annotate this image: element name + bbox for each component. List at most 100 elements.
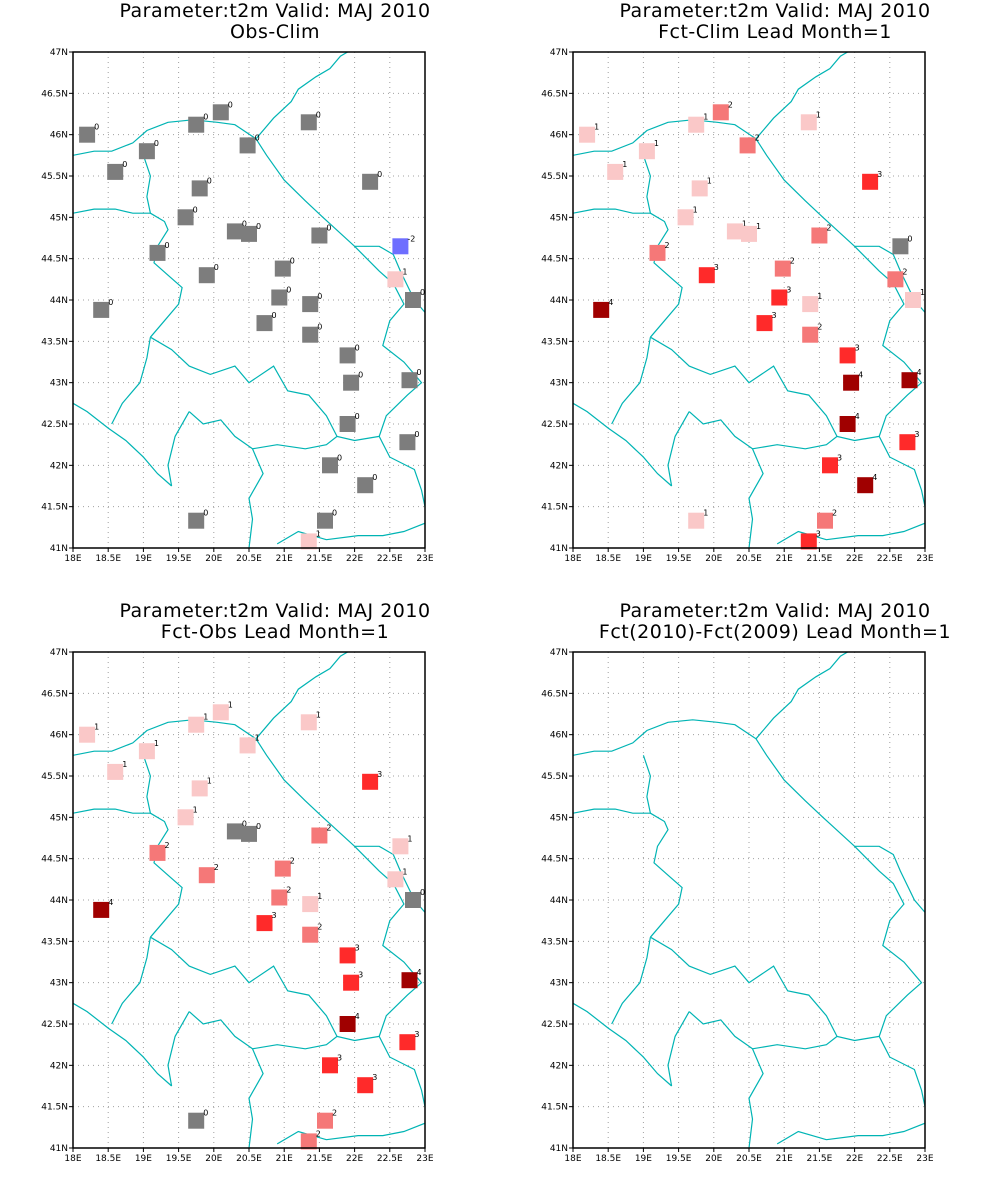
- country-border-line: [276, 522, 425, 545]
- station-marker: [392, 238, 409, 255]
- station-value-label: 3: [358, 971, 363, 980]
- station-marker: [188, 716, 205, 733]
- station-value-label: 4: [872, 473, 877, 482]
- station-marker: [357, 1077, 374, 1094]
- station-marker: [198, 867, 215, 884]
- x-tick-label: 21E: [276, 554, 293, 564]
- station-marker: [387, 271, 404, 288]
- station-value-label: 1: [703, 509, 708, 518]
- station-value-label: 1: [94, 723, 99, 732]
- station-marker: [322, 457, 338, 474]
- station-value-label: 0: [420, 888, 425, 897]
- panel-subtitle: Fct-Clim Lead Month=1: [658, 21, 892, 43]
- station-marker: [392, 838, 409, 855]
- x-tick-label: 20.5E: [236, 1154, 262, 1164]
- station-value-label: 0: [242, 219, 247, 228]
- station-marker: [138, 743, 155, 760]
- x-tick-label: 21E: [776, 554, 793, 564]
- station-marker: [311, 827, 328, 844]
- y-tick-label: 41.5N: [541, 1103, 568, 1113]
- y-tick-label: 43N: [550, 379, 568, 389]
- station-value-label: 3: [914, 430, 919, 439]
- station-marker: [739, 137, 756, 154]
- y-tick-label: 41N: [50, 1144, 68, 1154]
- station-value-label: 3: [772, 311, 777, 320]
- station-marker: [241, 825, 257, 842]
- station-marker: [212, 104, 229, 121]
- station-value-label: 1: [207, 776, 212, 785]
- y-tick-label: 44.5N: [541, 255, 568, 265]
- station-value-label: 1: [402, 267, 407, 276]
- station-marker: [241, 225, 257, 242]
- x-tick-label: 22.5E: [877, 1154, 903, 1164]
- station-value-label: 0: [203, 113, 208, 122]
- station-value-label: 1: [816, 110, 821, 119]
- y-tick-label: 43.5N: [41, 937, 68, 947]
- country-border-line: [755, 652, 848, 740]
- y-tick-label: 41N: [550, 1144, 568, 1154]
- station-value-label: 1: [707, 176, 712, 185]
- x-tick-label: 20.5E: [736, 1154, 762, 1164]
- station-value-label: 1: [122, 760, 127, 769]
- station-marker: [322, 1057, 338, 1074]
- country-border-line: [611, 937, 651, 1025]
- station-value-label: 0: [414, 430, 419, 439]
- panel-title: Parameter:t2m Valid: MAJ 2010: [119, 0, 431, 22]
- station-value-label: 2: [214, 863, 219, 872]
- station-marker: [317, 1112, 333, 1129]
- station-marker: [339, 1016, 356, 1032]
- y-tick-label: 44.5N: [41, 855, 68, 865]
- station-value-label: 0: [214, 263, 219, 272]
- station-value-label: 1: [402, 867, 407, 876]
- station-marker: [271, 889, 288, 906]
- country-border-line: [650, 336, 838, 437]
- x-tick-label: 22.5E: [377, 554, 403, 564]
- x-tick-label: 21.5E: [807, 554, 833, 564]
- station-value-label: 3: [855, 343, 860, 352]
- y-tick-label: 42N: [550, 461, 568, 471]
- x-tick-label: 22.5E: [877, 554, 903, 564]
- country-border-line: [642, 755, 683, 938]
- y-tick-label: 41N: [50, 544, 68, 554]
- station-value-label: 3: [372, 1073, 377, 1082]
- y-tick-label: 46.5N: [541, 689, 568, 699]
- x-tick-label: 19E: [635, 554, 652, 564]
- station-marker: [256, 315, 273, 332]
- y-tick-label: 44N: [50, 296, 68, 306]
- station-value-label: 0: [907, 234, 912, 243]
- panel-subtitle: Obs-Clim: [229, 21, 321, 43]
- x-tick-label: 19.5E: [666, 1154, 692, 1164]
- x-tick-label: 18.5E: [595, 1154, 621, 1164]
- panel-obs-clim: Parameter:t2m Valid: MAJ 2010 Obs-Clim 0…: [41, 0, 505, 564]
- y-tick-label: 42.5N: [541, 1020, 568, 1030]
- country-border-line: [667, 411, 690, 487]
- station-value-label: 1: [407, 834, 412, 843]
- y-tick-label: 44N: [550, 296, 568, 306]
- x-tick-label: 22E: [346, 1154, 363, 1164]
- station-marker: [300, 1133, 317, 1150]
- panel-title: Parameter:t2m Valid: MAJ 2010: [619, 0, 931, 22]
- country-border-line: [573, 808, 651, 814]
- station-marker: [79, 126, 96, 143]
- country-border-line: [878, 1036, 925, 1107]
- station-marker: [239, 137, 256, 154]
- station-marker: [177, 209, 194, 226]
- station-marker: [302, 896, 319, 913]
- station-value-label: 1: [654, 139, 659, 148]
- x-tick-label: 18.5E: [95, 1154, 121, 1164]
- station-marker: [149, 844, 166, 861]
- station-marker: [362, 173, 379, 190]
- station-value-label: 2: [332, 1109, 337, 1118]
- y-tick-label: 46N: [50, 731, 68, 741]
- x-tick-label: 21E: [776, 1154, 793, 1164]
- station-marker: [311, 227, 328, 244]
- country-border-line: [776, 1122, 925, 1145]
- station-value-label: 0: [355, 412, 360, 421]
- station-marker: [677, 209, 694, 226]
- station-marker: [107, 163, 124, 180]
- station-value-label: 0: [355, 343, 360, 352]
- y-tick-label: 45.5N: [541, 172, 568, 182]
- station-marker: [839, 347, 856, 364]
- station-marker: [274, 260, 291, 277]
- station-marker: [226, 223, 243, 240]
